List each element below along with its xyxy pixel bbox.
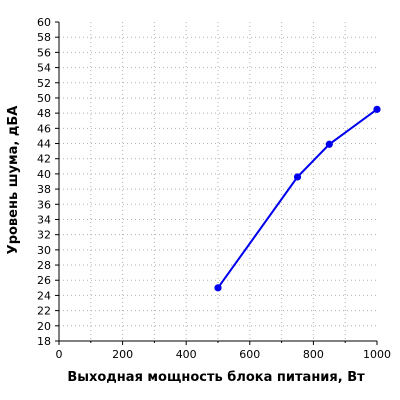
- y-tick-label: 52: [37, 77, 51, 90]
- y-tick-label: 34: [37, 213, 51, 226]
- x-tick-label: 0: [56, 348, 63, 361]
- series-line: [217, 108, 378, 289]
- y-tick-label: 46: [37, 122, 51, 135]
- y-tick-label: 22: [37, 305, 51, 318]
- y-tick-label: 30: [37, 244, 51, 257]
- y-tick-label: 32: [37, 229, 51, 242]
- x-tick-label: 600: [239, 348, 260, 361]
- y-axis-title: Уровень шума, дБА: [6, 106, 21, 255]
- data-point: [293, 173, 302, 181]
- y-tick-label: 56: [37, 46, 51, 59]
- y-tick-label: 42: [37, 153, 51, 166]
- x-tick-label: 800: [303, 348, 324, 361]
- y-tick-label: 20: [37, 320, 51, 333]
- x-tick-label: 400: [176, 348, 197, 361]
- x-axis-title: Выходная мощность блока питания, Вт: [67, 370, 365, 385]
- y-tick-label: 58: [37, 31, 51, 44]
- x-tick-label: 200: [112, 348, 133, 361]
- y-tick-label: 38: [37, 183, 51, 196]
- data-point: [373, 105, 381, 113]
- y-tick-label: 48: [37, 107, 51, 120]
- data-point: [214, 284, 222, 292]
- axes: [58, 22, 377, 342]
- data-point: [325, 140, 333, 148]
- y-tick-label: 54: [37, 62, 51, 75]
- y-tick-label: 26: [37, 274, 51, 287]
- y-tick-label: 24: [37, 289, 51, 302]
- y-tick-label: 18: [37, 335, 51, 348]
- y-tick-label: 60: [37, 16, 51, 29]
- series: [214, 105, 381, 292]
- y-tick-label: 28: [37, 259, 51, 272]
- grid: [59, 22, 377, 341]
- y-tick-label: 40: [37, 168, 51, 181]
- x-axis-ticks: 0 200 400 600 800 1000: [56, 341, 391, 361]
- y-axis-ticks: 18 20 22 24 26 28 30 32 34 36 38 40 42 44 46 48 50 52 54 56…: [37, 16, 59, 348]
- y-tick-label: 50: [37, 92, 51, 105]
- y-tick-label: 36: [37, 198, 51, 211]
- y-tick-label: 44: [37, 138, 51, 151]
- x-tick-label: 1000: [363, 348, 391, 361]
